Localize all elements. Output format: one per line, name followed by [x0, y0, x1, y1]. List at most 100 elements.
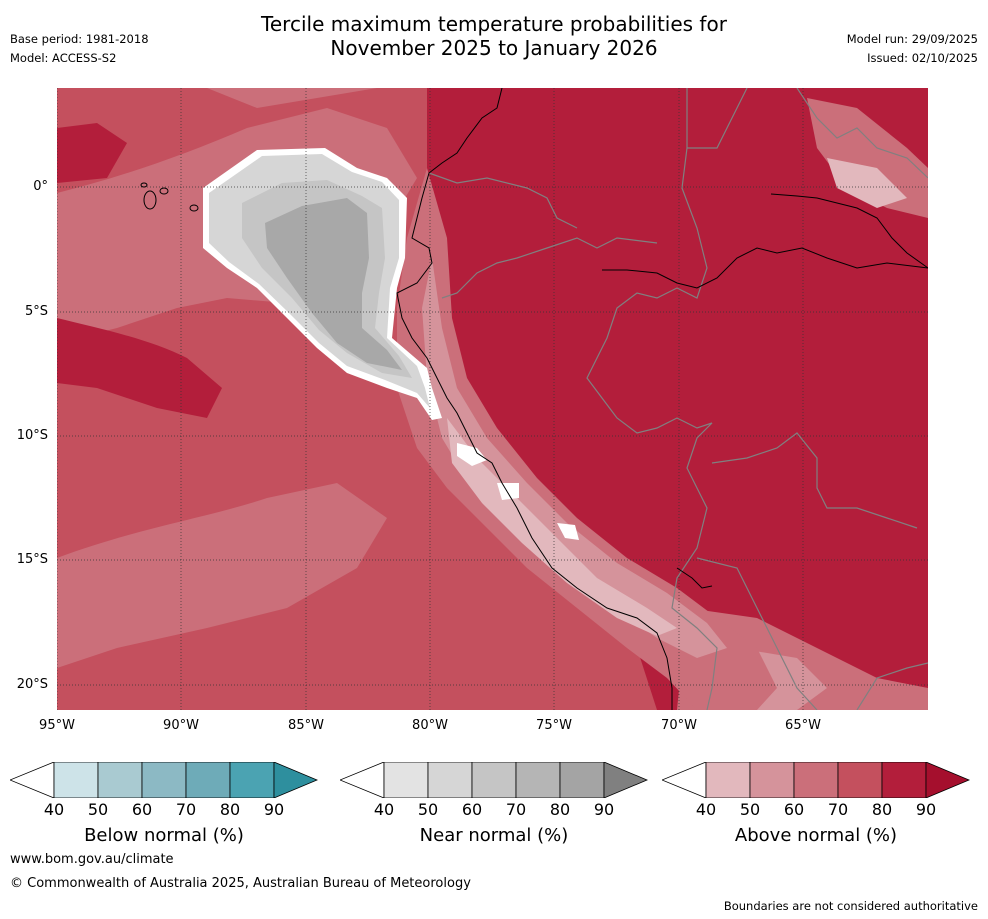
zone-near-80 — [265, 198, 402, 370]
cb-above-tick: 80 — [871, 800, 893, 819]
galapagos-santa-cruz — [159, 187, 169, 195]
cb-below-tick: 60 — [131, 800, 153, 819]
cb-below-tick: 70 — [175, 800, 197, 819]
lat-label-20s: 20°S — [16, 677, 48, 692]
galapagos-isabela — [143, 190, 157, 210]
zone-near-40-patch2 — [497, 483, 519, 500]
colorbar-near — [340, 762, 648, 798]
colorbar-near-label: Near normal (%) — [419, 825, 569, 846]
cb-near-tick: 60 — [461, 800, 483, 819]
border-brazil-venezuela — [796, 88, 928, 179]
zone-above-60-top — [57, 88, 377, 108]
border-bolivia-paraguay — [856, 662, 928, 710]
national-borders — [428, 88, 928, 710]
lat-label-15s: 15°S — [16, 552, 48, 567]
footer-url[interactable]: www.bom.gov.au/climate — [10, 852, 174, 867]
cb-near-tick: 70 — [505, 800, 527, 819]
cb-near-tick: 50 — [417, 800, 439, 819]
cb-near-seg0 — [340, 762, 385, 798]
border-bolivia-chile — [696, 557, 818, 710]
cb-below-seg5 — [229, 762, 275, 798]
cb-above-seg5 — [881, 762, 927, 798]
cb-near-tick: 40 — [373, 800, 395, 819]
footer-disclaimer: Boundaries are not considered authoritat… — [723, 899, 978, 913]
cb-above-seg1 — [705, 762, 751, 798]
colorbar-below — [10, 762, 318, 798]
galapagos-san-cristobal — [189, 204, 199, 212]
model-name: Model: ACCESS-S2 — [10, 51, 117, 65]
cb-above-tick: 70 — [827, 800, 849, 819]
galapagos-fernandina — [140, 182, 148, 188]
zone-above-80-west — [57, 318, 222, 418]
cb-below-seg3 — [141, 762, 187, 798]
colorbar-above-label: Above normal (%) — [734, 825, 898, 846]
map-title-line2: November 2025 to January 2026 — [330, 36, 658, 60]
zone-above-40-coast — [447, 418, 677, 636]
cb-above-seg6 — [925, 762, 970, 798]
map-title-line1: Tercile maximum temperature probabilitie… — [261, 12, 727, 36]
zone-above-40-ne — [827, 158, 907, 208]
map-svg — [57, 88, 928, 710]
colorbar-above — [662, 762, 970, 798]
cb-below-seg4 — [185, 762, 231, 798]
border-ecuador-colombia — [428, 172, 578, 229]
colorbar-below-label: Below normal (%) — [84, 825, 244, 846]
border-ecuador-peru — [441, 237, 658, 299]
lon-label-75w: 75°W — [536, 718, 572, 733]
cb-near-tick: 80 — [549, 800, 571, 819]
cb-above-tick: 60 — [783, 800, 805, 819]
zone-above-80-nw — [57, 123, 127, 183]
lat-label-0: 0° — [33, 179, 48, 194]
river-amazon — [602, 247, 928, 289]
lat-label-10s: 10°S — [16, 428, 48, 443]
cb-near-tick: 90 — [593, 800, 615, 819]
cb-near-seg2 — [427, 762, 473, 798]
cb-near-seg4 — [515, 762, 561, 798]
lon-label-85w: 85°W — [288, 718, 324, 733]
probability-map[interactable] — [57, 88, 928, 710]
cb-below-tick: 40 — [43, 800, 65, 819]
cb-above-seg0 — [662, 762, 707, 798]
zone-above-60-ne — [807, 98, 928, 218]
meta-left: Base period: 1981-2018 Model: ACCESS-S2 — [10, 30, 149, 68]
border-bolivia-brazil — [711, 432, 918, 529]
cb-below-tick: 80 — [219, 800, 241, 819]
zone-above-80-continent — [427, 88, 928, 710]
zone-near-40-patch3 — [557, 523, 579, 540]
zone-near-40-patch1 — [457, 443, 487, 466]
base-period: Base period: 1981-2018 — [10, 32, 149, 46]
lon-label-65w: 65°W — [785, 718, 821, 733]
border-peru-bolivia — [671, 422, 718, 710]
border-peru-brazil — [586, 88, 713, 434]
zone-above-60-south — [57, 483, 387, 668]
cb-below-tick: 50 — [87, 800, 109, 819]
cb-near-seg6 — [603, 762, 648, 798]
cb-above-tick: 40 — [695, 800, 717, 819]
cb-below-tick: 90 — [263, 800, 285, 819]
river-marañon — [770, 193, 928, 269]
lake-titicaca — [676, 567, 713, 589]
cb-near-seg1 — [383, 762, 429, 798]
cb-below-seg6 — [273, 762, 318, 798]
lon-label-90w: 90°W — [163, 718, 199, 733]
coastline — [396, 88, 928, 710]
cb-below-seg0 — [10, 762, 55, 798]
map-title: Tercile maximum temperature probabilitie… — [0, 12, 988, 60]
cb-above-seg3 — [793, 762, 839, 798]
model-run: Model run: 29/09/2025 — [846, 32, 978, 46]
cb-below-seg1 — [53, 762, 99, 798]
border-colombia-venezuela — [687, 88, 748, 149]
graticule — [57, 88, 928, 710]
lon-label-80w: 80°W — [412, 718, 448, 733]
lon-label-70w: 70°W — [661, 718, 697, 733]
coast-pacific — [396, 88, 673, 710]
lon-label-95w: 95°W — [39, 718, 75, 733]
cb-above-seg2 — [749, 762, 795, 798]
cb-above-tick: 50 — [739, 800, 761, 819]
issued-date: Issued: 02/10/2025 — [867, 51, 978, 65]
meta-right: Model run: 29/09/2025 Issued: 02/10/2025 — [847, 30, 978, 68]
cb-below-seg2 — [97, 762, 143, 798]
lat-label-5s: 5°S — [24, 304, 48, 319]
cb-above-seg4 — [837, 762, 883, 798]
cb-above-tick: 90 — [915, 800, 937, 819]
